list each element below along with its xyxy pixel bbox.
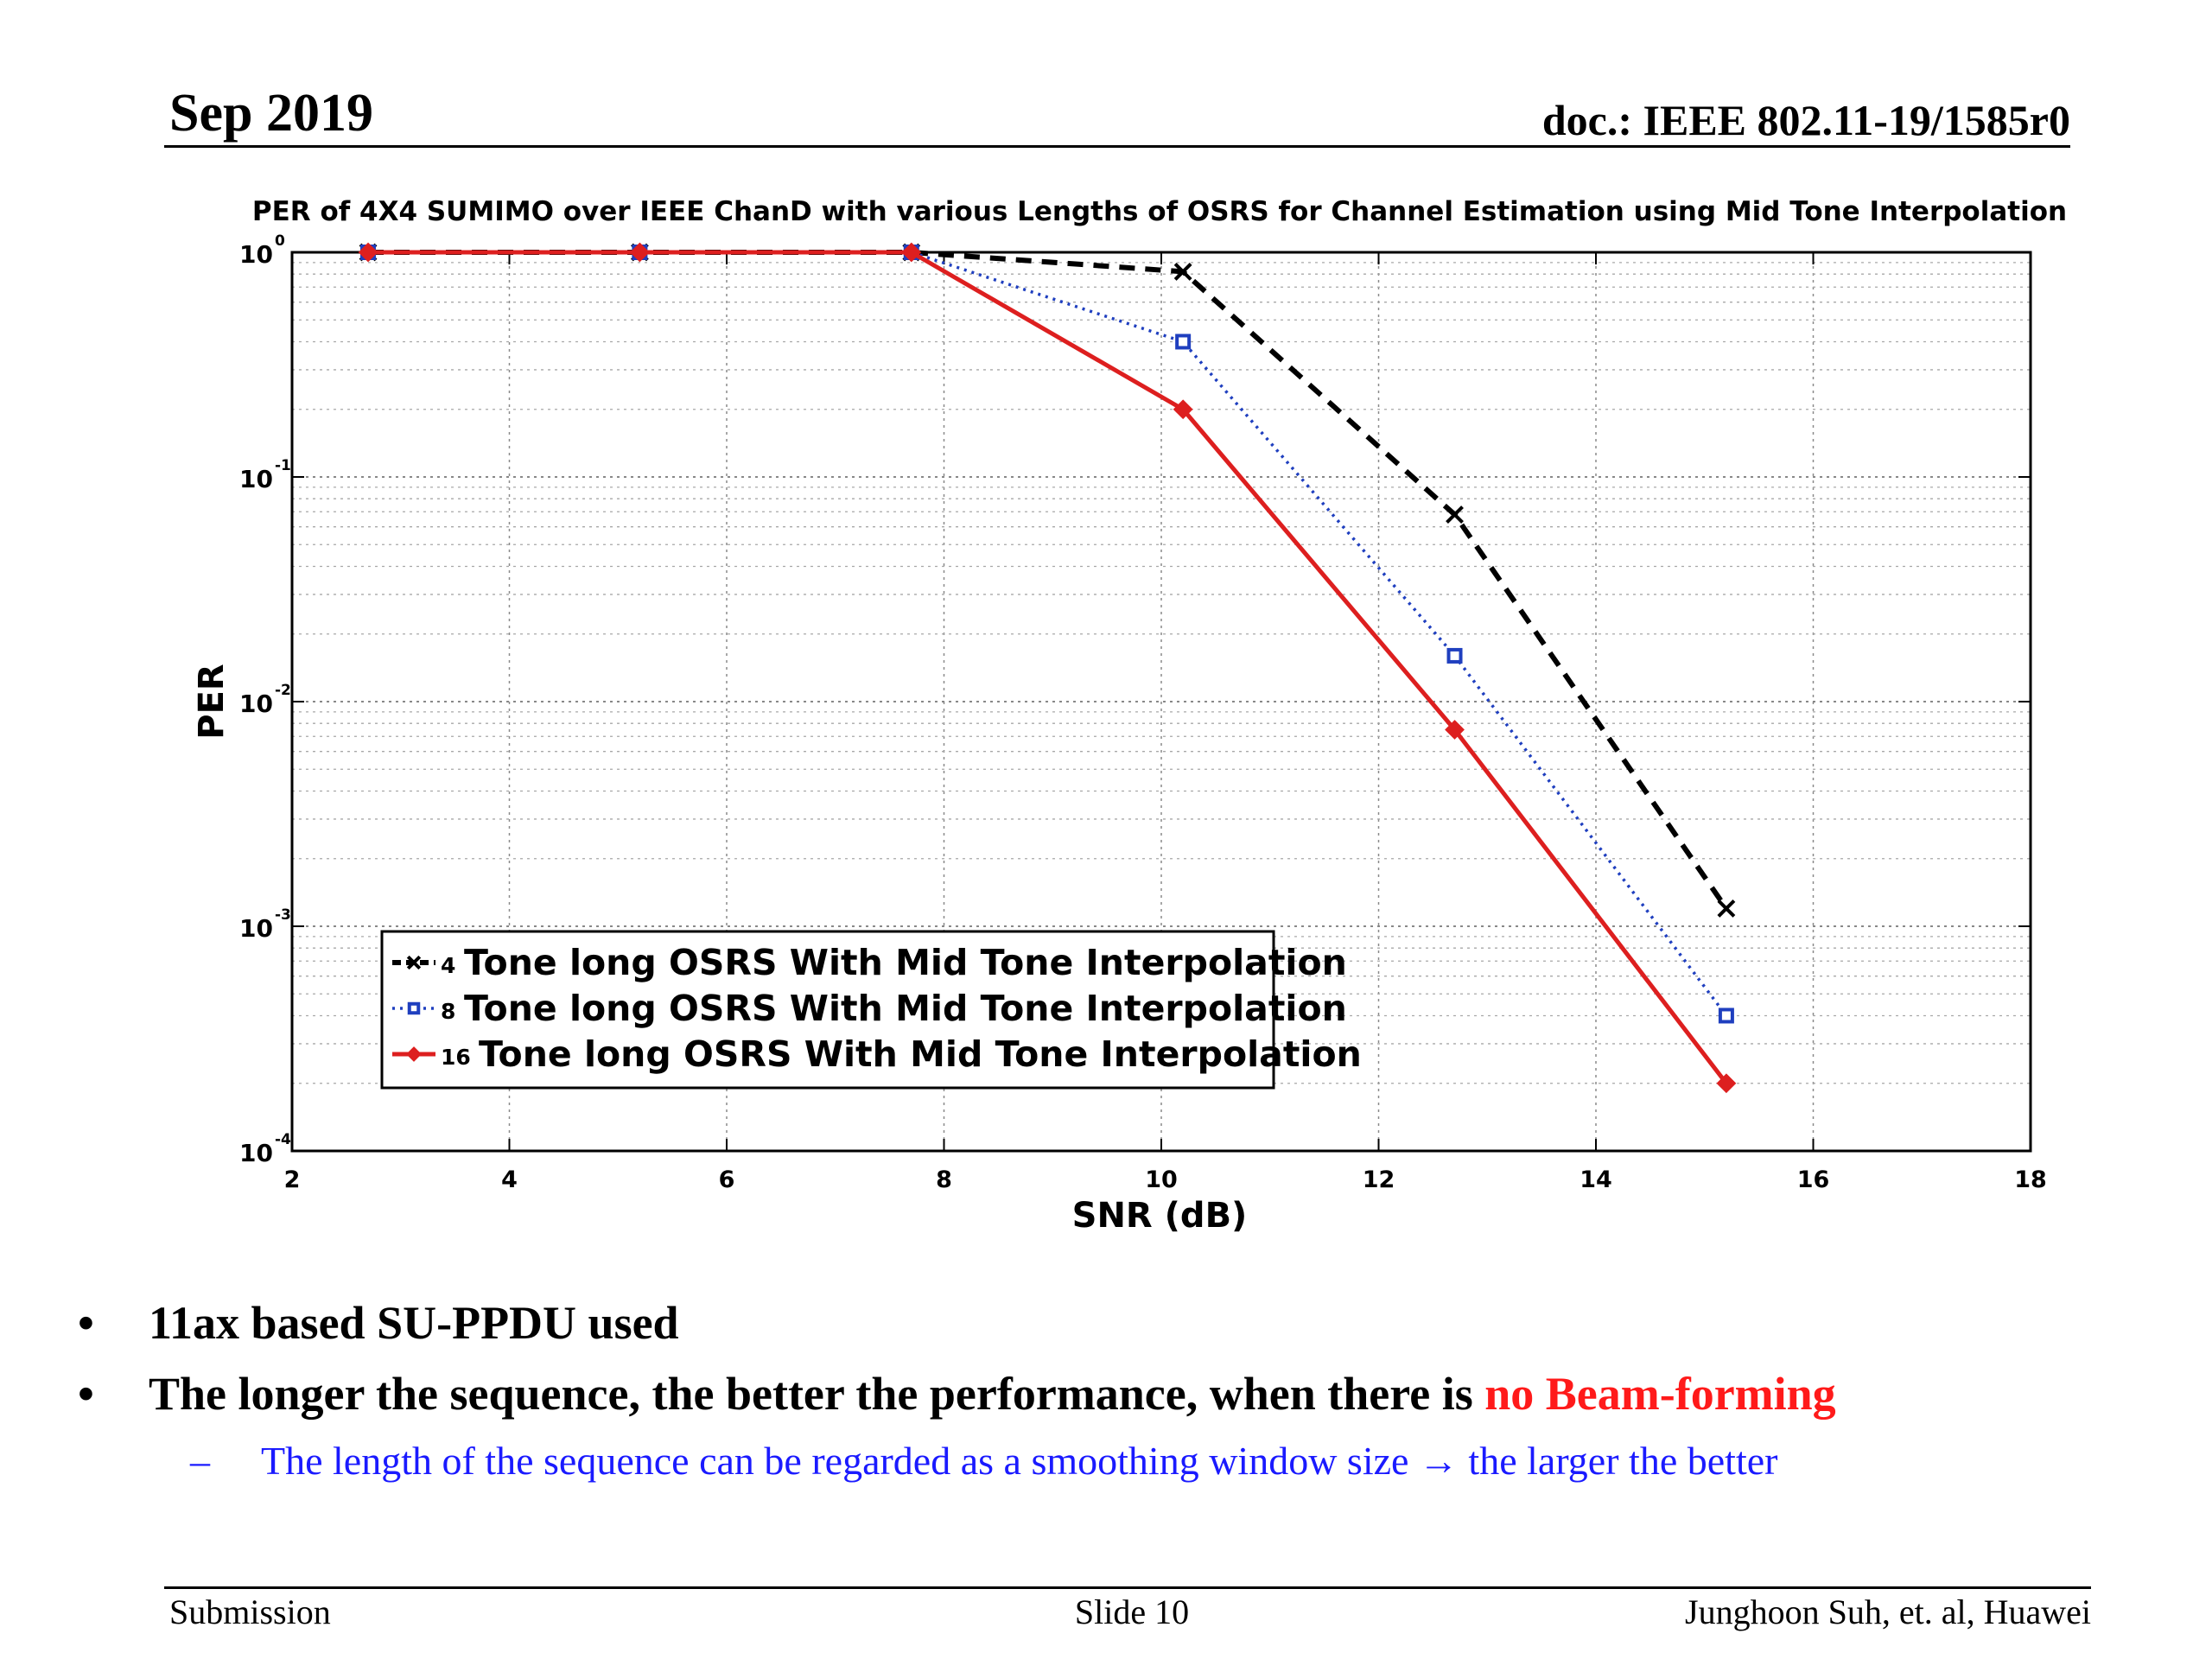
x-tick-label: 8 bbox=[936, 1166, 952, 1193]
document-id: doc.: IEEE 802.11-19/1585r0 bbox=[1541, 96, 2070, 144]
series-16-tone bbox=[358, 242, 1737, 1094]
bullet-2-highlight: no Beam-forming bbox=[1484, 1367, 1836, 1420]
x-tick-label: 2 bbox=[284, 1166, 301, 1193]
x-tick-label: 4 bbox=[501, 1166, 518, 1193]
bullet-1-text: 11ax based SU-PPDU used bbox=[149, 1297, 679, 1349]
legend-number: 16 bbox=[441, 1045, 471, 1070]
sub-bullet-dash: – bbox=[190, 1439, 210, 1484]
y-tick-label: 10 bbox=[239, 465, 273, 493]
diamond-marker bbox=[406, 1046, 422, 1062]
footer-author: Junghoon Suh, et. al, Huawei bbox=[1685, 1592, 2091, 1631]
bullet-dot: • bbox=[78, 1297, 94, 1349]
diamond-marker bbox=[901, 242, 922, 263]
diamond-marker bbox=[1445, 720, 1465, 740]
x-tick-label: 12 bbox=[1363, 1166, 1395, 1193]
bullet-list: • 11ax based SU-PPDU used • The longer t… bbox=[69, 1296, 2143, 1485]
y-tick-exponent: 0 bbox=[275, 232, 285, 250]
series-line bbox=[368, 250, 1729, 911]
y-tick-label: 10 bbox=[239, 914, 273, 943]
x-tick-label: 18 bbox=[2014, 1166, 2047, 1193]
bullet-dot: • bbox=[78, 1367, 94, 1420]
diamond-marker bbox=[1716, 1073, 1737, 1094]
x-marker bbox=[1173, 262, 1192, 281]
per-chart: PER of 4X4 SUMIMO over IEEE ChanD with v… bbox=[192, 196, 2067, 1236]
bullet-1: • 11ax based SU-PPDU used bbox=[69, 1296, 2143, 1351]
legend-number: 8 bbox=[441, 999, 455, 1024]
legend-number: 4 bbox=[441, 953, 455, 978]
y-tick-exponent: -1 bbox=[275, 457, 291, 474]
slide-date: Sep 2019 bbox=[169, 84, 373, 143]
diamond-marker bbox=[358, 242, 378, 263]
y-tick-label: 10 bbox=[239, 1139, 273, 1167]
x-marker bbox=[1717, 899, 1736, 918]
footer-slide-number: Slide 10 bbox=[1074, 1592, 1190, 1631]
diamond-marker bbox=[629, 242, 650, 263]
chart-title: PER of 4X4 SUMIMO over IEEE ChanD with v… bbox=[252, 196, 2067, 227]
series-line bbox=[368, 250, 1728, 1085]
x-tick-label: 16 bbox=[1797, 1166, 1830, 1193]
legend-box bbox=[380, 930, 1275, 1090]
x-marker bbox=[406, 955, 422, 970]
footer-rule bbox=[164, 1586, 2091, 1589]
y-tick-exponent: -2 bbox=[275, 682, 291, 699]
bullet-2: • The longer the sequence, the better th… bbox=[69, 1367, 2143, 1422]
x-marker bbox=[1446, 505, 1464, 524]
diamond-marker bbox=[1173, 399, 1193, 420]
legend-entry-8: 8 Tone long OSRS With Mid Tone Interpolat… bbox=[392, 988, 1347, 1029]
square-marker bbox=[1446, 647, 1463, 664]
y-tick-exponent: -4 bbox=[275, 1131, 291, 1148]
y-axis-label: PER bbox=[192, 664, 232, 739]
x-tick-label: 6 bbox=[719, 1166, 735, 1193]
legend-label: Tone long OSRS With Mid Tone Interpolati… bbox=[479, 1033, 1362, 1075]
x-axis-label: SNR (dB) bbox=[1072, 1196, 1248, 1236]
sub-bullet: – The length of the sequence can be rega… bbox=[69, 1437, 2143, 1484]
bullet-2-text: The longer the sequence, the better the … bbox=[149, 1367, 1485, 1420]
chart-legend: 4 Tone long OSRS With Mid Tone Interpolat… bbox=[380, 930, 1362, 1090]
square-marker bbox=[407, 1001, 421, 1015]
header-rule bbox=[164, 145, 2070, 148]
square-marker bbox=[1718, 1007, 1734, 1024]
y-tick-label: 10 bbox=[239, 240, 273, 269]
y-tick-exponent: -3 bbox=[275, 906, 291, 924]
legend-label: Tone long OSRS With Mid Tone Interpolati… bbox=[464, 942, 1347, 983]
footer-submission: Submission bbox=[169, 1592, 331, 1631]
x-tick-label: 14 bbox=[1580, 1166, 1612, 1193]
chart-series bbox=[358, 242, 1737, 1094]
sub-bullet-text: The length of the sequence can be regard… bbox=[261, 1439, 1778, 1484]
legend-entry-16: 16 Tone long OSRS With Mid Tone Interpola… bbox=[392, 1033, 1362, 1075]
legend-label: Tone long OSRS With Mid Tone Interpolati… bbox=[464, 988, 1347, 1029]
legend-entry-4: 4 Tone long OSRS With Mid Tone Interpolat… bbox=[392, 942, 1347, 983]
series-4-tone bbox=[359, 243, 1736, 918]
y-tick-label: 10 bbox=[239, 690, 273, 718]
square-marker bbox=[1175, 334, 1192, 350]
x-tick-label: 10 bbox=[1145, 1166, 1178, 1193]
